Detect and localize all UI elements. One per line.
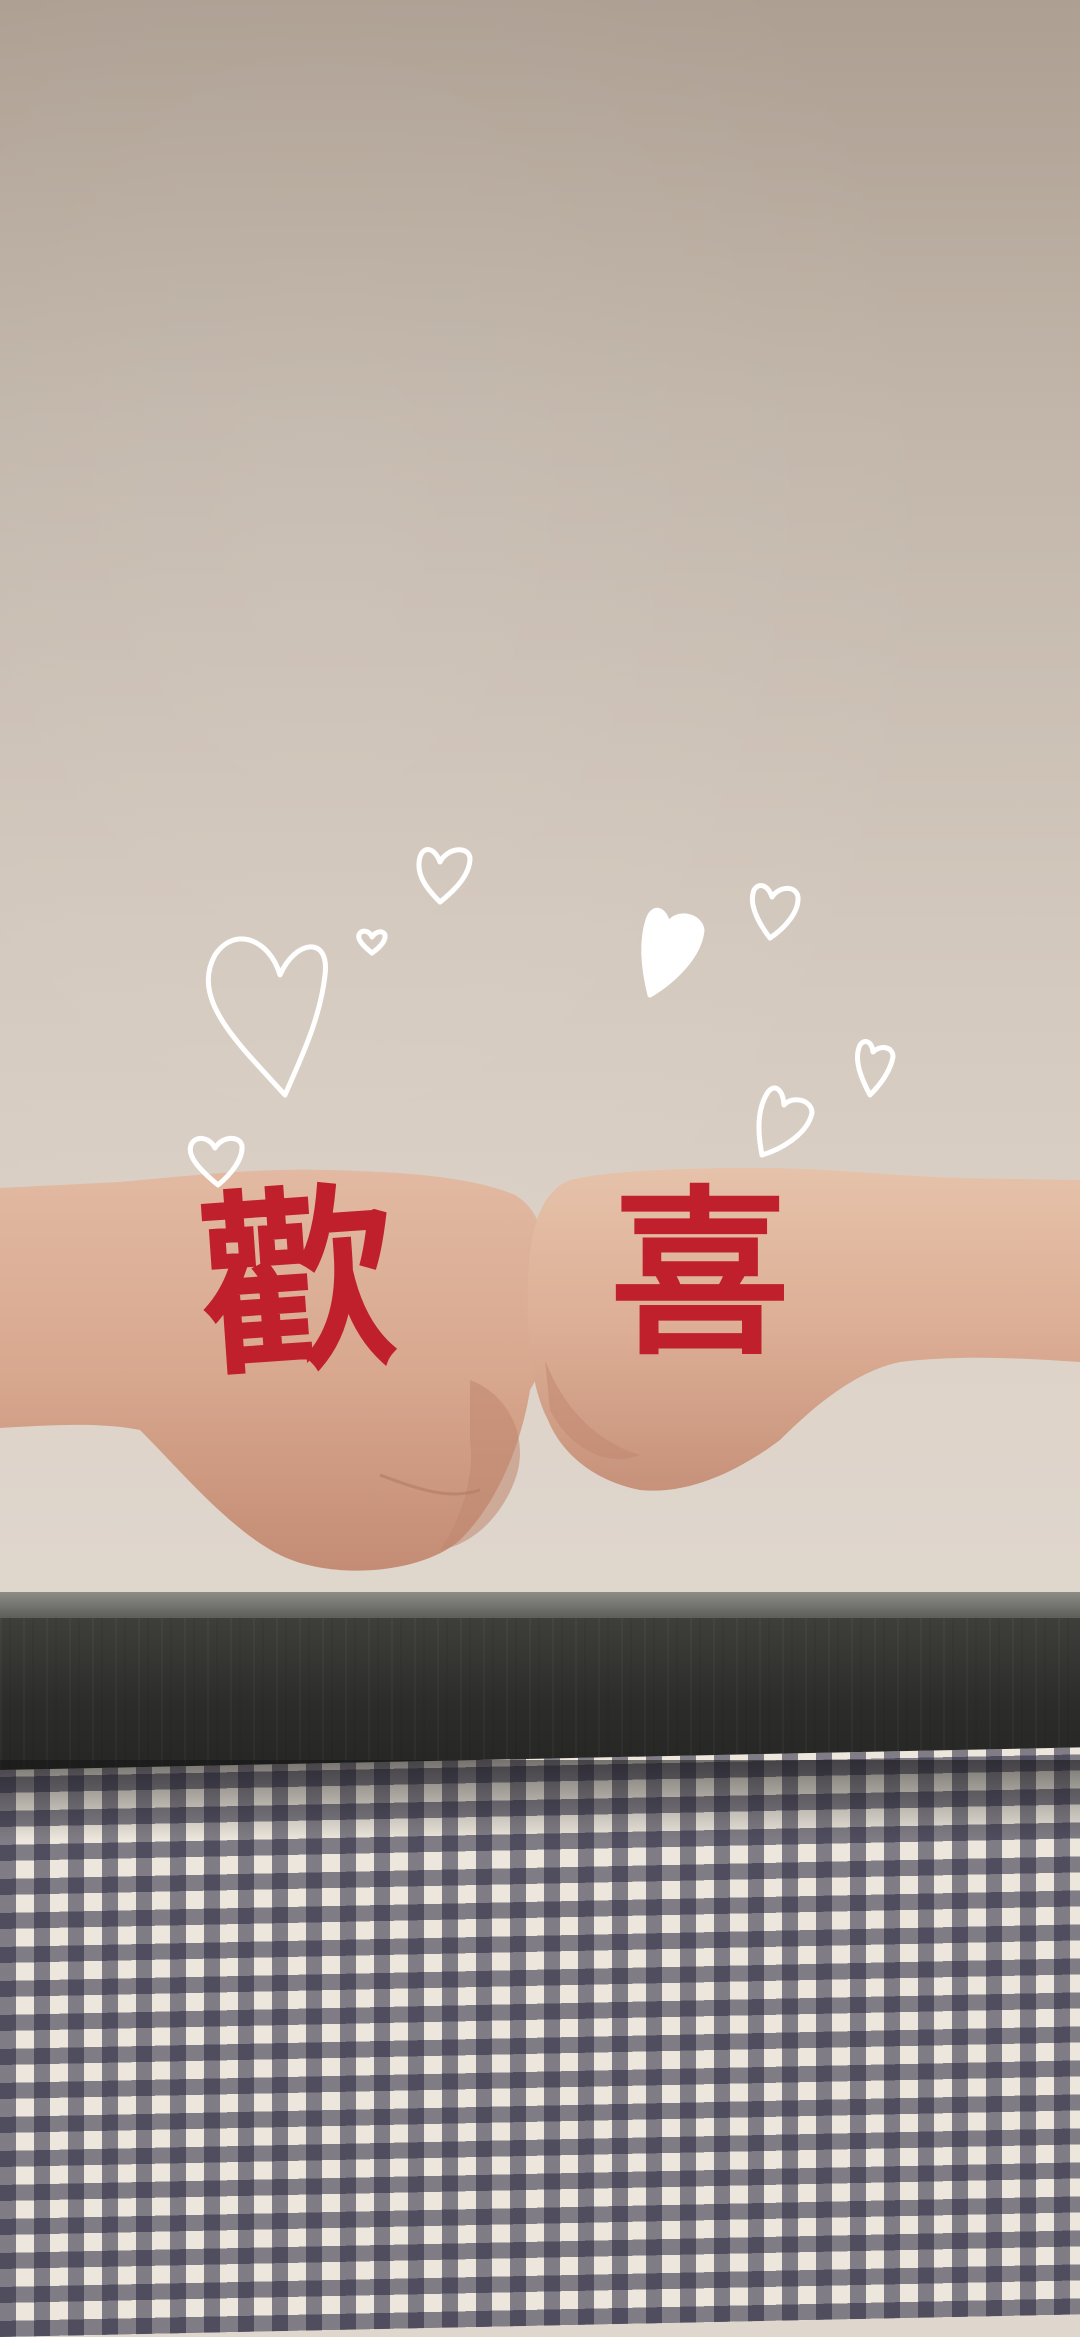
hearts-doodle (187, 847, 896, 1188)
cloth-shadow (0, 1760, 1080, 1840)
heart-tiny-left (356, 928, 388, 956)
heart-top-left (416, 847, 473, 905)
left-finger-line (379, 1473, 481, 1496)
heart-large-left (205, 936, 328, 1098)
hand-calligraphy-right: 喜 (610, 1169, 791, 1380)
left-arm (0, 1169, 554, 1571)
heart-mid-right (756, 1085, 815, 1158)
hand-calligraphy-left: 歡 (192, 1161, 403, 1404)
left-knuckles (440, 1380, 520, 1550)
heart-small-left-bottom (187, 1135, 245, 1188)
right-arm (527, 1168, 1080, 1491)
heart-top-right (750, 883, 801, 941)
heart-small-right (854, 1039, 896, 1098)
shelf-top-edge (0, 1592, 1080, 1618)
right-knuckles (545, 1360, 640, 1459)
heart-solid-right (641, 908, 705, 998)
